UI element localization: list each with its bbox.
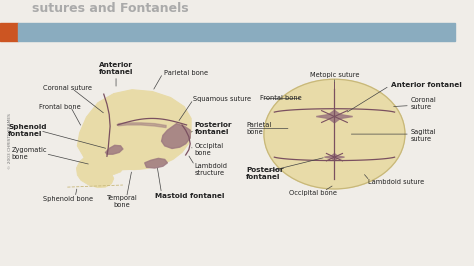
Text: Squamous suture: Squamous suture: [193, 96, 252, 102]
Text: Mastoid fontanel: Mastoid fontanel: [155, 193, 224, 199]
Bar: [0, 23, 18, 41]
Polygon shape: [118, 123, 166, 128]
Text: Frontal bone: Frontal bone: [39, 104, 81, 110]
Text: Sagittal
suture: Sagittal suture: [410, 129, 436, 142]
Text: Anterior
fontanel: Anterior fontanel: [99, 62, 133, 75]
Text: Coronal suture: Coronal suture: [43, 85, 92, 92]
Polygon shape: [76, 157, 114, 188]
Text: Parietal
bone: Parietal bone: [246, 122, 272, 135]
Text: Posterior
fontanel: Posterior fontanel: [246, 167, 284, 180]
Text: Occipital
bone: Occipital bone: [195, 143, 224, 156]
Polygon shape: [106, 145, 123, 154]
Polygon shape: [145, 158, 167, 168]
Text: Sphenoid
fontanel: Sphenoid fontanel: [8, 124, 47, 137]
Text: © 2003 CHRISTY KRAMES: © 2003 CHRISTY KRAMES: [8, 113, 12, 169]
Text: Temporal
bone: Temporal bone: [107, 195, 137, 208]
Polygon shape: [316, 110, 353, 123]
Text: sutures and Fontanels: sutures and Fontanels: [32, 2, 189, 15]
Text: Coronal
suture: Coronal suture: [410, 97, 437, 110]
Bar: [18, 23, 455, 41]
Text: Sphenoid bone: Sphenoid bone: [43, 196, 93, 202]
Text: Posterior
fontanel: Posterior fontanel: [195, 122, 232, 135]
Text: Lambdoid suture: Lambdoid suture: [368, 179, 425, 185]
Text: Anterior fontanel: Anterior fontanel: [391, 82, 462, 88]
Polygon shape: [162, 124, 190, 148]
Polygon shape: [122, 151, 163, 170]
Ellipse shape: [264, 79, 405, 189]
Text: Occipital bone: Occipital bone: [289, 190, 337, 196]
Text: Metopic suture: Metopic suture: [310, 72, 359, 78]
Polygon shape: [324, 154, 345, 161]
Text: Frontal bone: Frontal bone: [260, 95, 302, 101]
Polygon shape: [77, 90, 191, 170]
Polygon shape: [93, 166, 123, 175]
Text: Zygomatic
bone: Zygomatic bone: [11, 147, 47, 160]
Text: Parietal bone: Parietal bone: [164, 70, 208, 76]
Text: Lambdoid
structure: Lambdoid structure: [195, 163, 228, 176]
